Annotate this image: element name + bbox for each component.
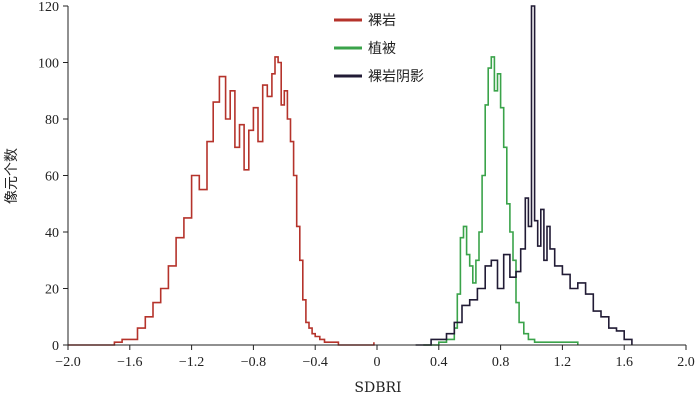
ticks-layer: −2.0 −1.6 −1.2 −0.8 −0.4 0 0.4 0.8 1.2 1.6 2.0 0 20 4… xyxy=(38,0,695,370)
x-tick-label: −0.4 xyxy=(302,355,327,370)
x-tick-label: 0 xyxy=(374,355,381,370)
legend-label-2: 植被 xyxy=(368,41,396,57)
legend-label-3: 裸岩阴影 xyxy=(368,69,424,85)
y-tick-label: 40 xyxy=(45,226,59,241)
x-axis-title: SDBRI xyxy=(354,380,401,396)
series-layer xyxy=(68,5,633,346)
legend-label-1: 裸岩 xyxy=(368,13,396,29)
y-tick-label: 120 xyxy=(38,0,59,15)
x-tick-label: 0.4 xyxy=(430,355,448,370)
series-line-1 xyxy=(68,56,375,346)
y-tick-label: 80 xyxy=(45,113,59,128)
x-tick-label: 0.8 xyxy=(492,355,510,370)
y-tick-label: 0 xyxy=(52,339,59,354)
x-tick-label: 2.0 xyxy=(677,355,695,370)
x-tick-label: 1.2 xyxy=(554,355,572,370)
x-tick-label: −0.8 xyxy=(241,355,266,370)
y-tick-label: 100 xyxy=(38,57,59,72)
x-tick-label: −1.2 xyxy=(179,355,204,370)
x-tick-label: 1.6 xyxy=(615,355,633,370)
y-axis-title: 像元个数 xyxy=(4,148,20,204)
y-tick-label: 20 xyxy=(45,283,59,298)
x-tick-label: −2.0 xyxy=(55,355,80,370)
x-tick-label: −1.6 xyxy=(117,355,142,370)
series-line-2 xyxy=(423,56,579,346)
y-tick-label: 60 xyxy=(45,170,59,185)
series-line-3 xyxy=(415,5,633,346)
